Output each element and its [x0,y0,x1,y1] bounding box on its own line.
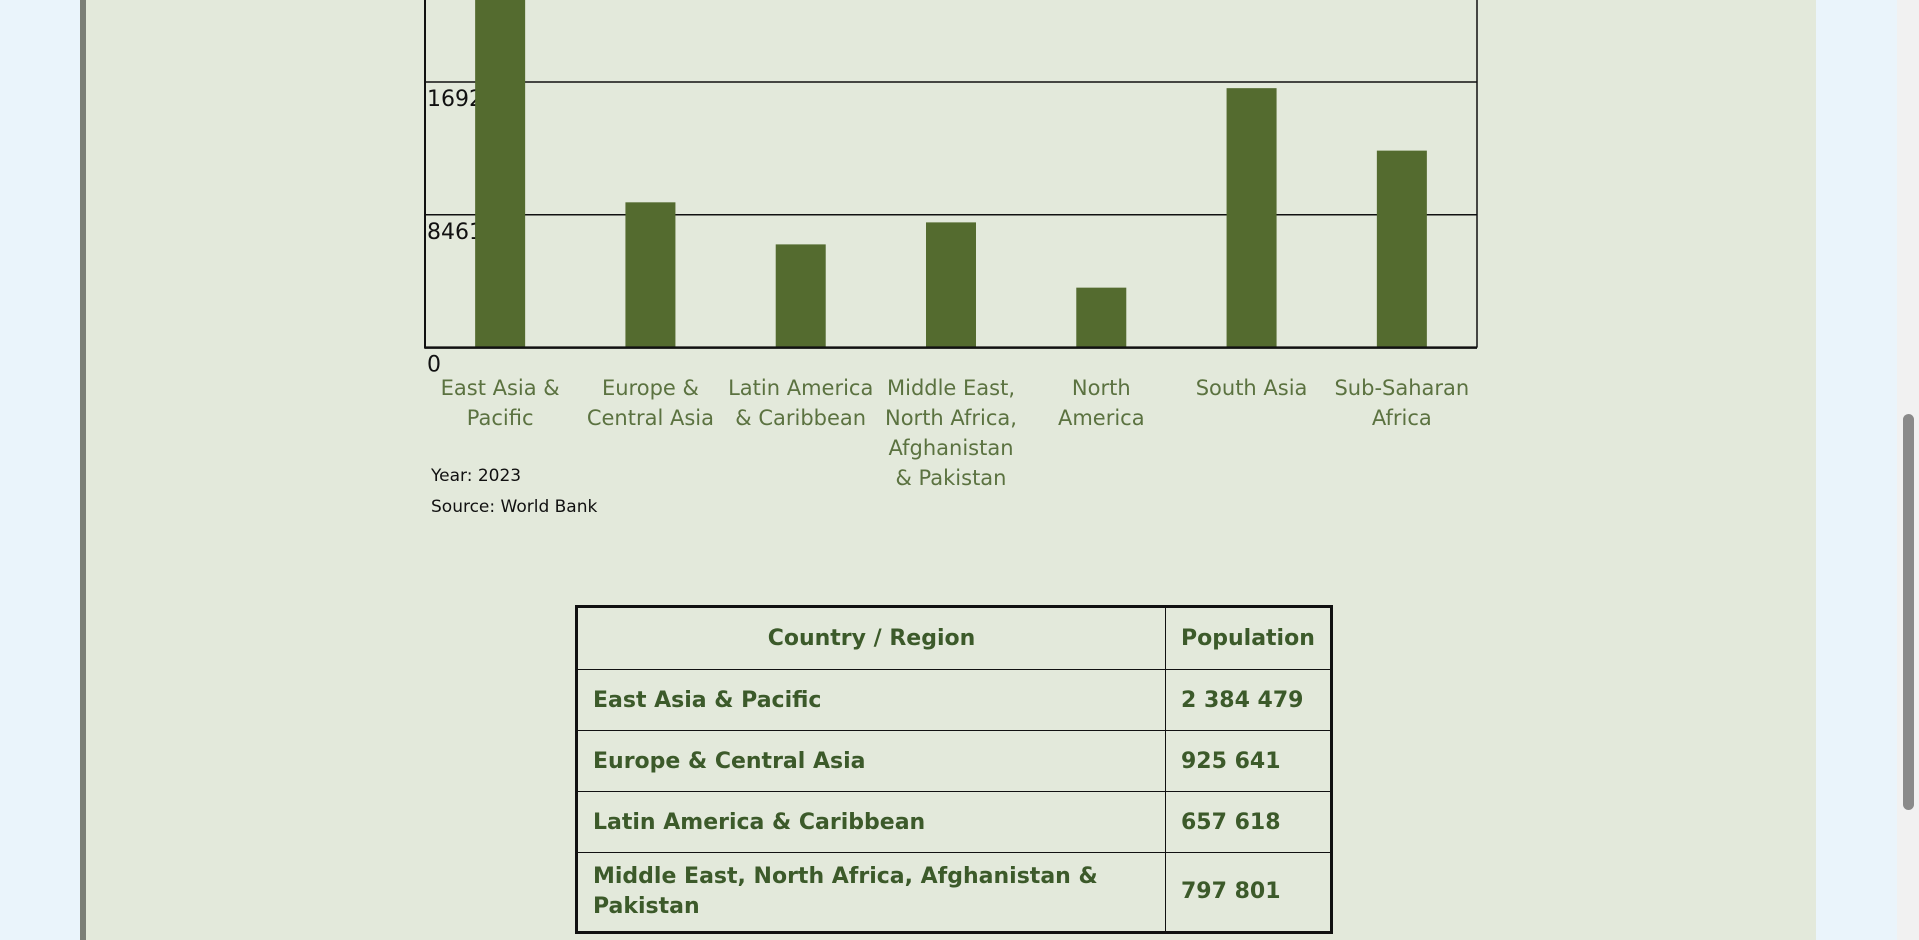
y-tick-label: 0 [427,353,441,378]
header-row: Country / Region Population [576,606,1332,670]
x-tick-label: Europe & Central Asia [586,376,714,430]
bar [1076,287,1127,348]
bar [475,0,526,348]
header-cell: Country / Region [576,606,1166,670]
bar [1226,88,1277,348]
bar [775,244,826,348]
cell: 2 384 479 [1165,669,1332,731]
scrollbar-thumb[interactable] [1903,414,1914,810]
bar [625,202,676,348]
x-tick-label: South Asia [1195,376,1308,400]
chart: 08461201692240 [424,0,1478,378]
cell: 925 641 [1165,730,1332,792]
source-note: Source: World Bank [431,497,598,517]
cell: 657 618 [1165,791,1332,853]
year-note: Year: 2023 [431,466,522,486]
x-tick-label: Sub-Saharan Africa [1334,376,1470,430]
x-tick-label: Middle East, North Africa, Afghanistan &… [885,376,1017,490]
cell: 797 801 [1165,852,1332,933]
cell: Middle East, North Africa, Afghanistan &… [576,852,1166,933]
table-row: Latin America & Caribbean 657 618 [576,791,1332,853]
table-row: Middle East, North Africa, Afghanistan &… [576,852,1332,933]
x-tick-label: East Asia & Pacific [440,376,560,430]
x-tick-label: Latin America & Caribbean [728,376,874,430]
cell: East Asia & Pacific [576,669,1166,731]
table-row: East Asia & Pacific 2 384 479 [576,669,1332,731]
table-row: Europe & Central Asia 925 641 [576,730,1332,792]
bar [1376,150,1427,348]
cell: Europe & Central Asia [576,730,1166,792]
x-tick-label: North America [1057,376,1145,430]
bar [926,222,976,348]
population-table: Country / Region Population East Asia & … [575,605,1333,934]
cell: Latin America & Caribbean [576,791,1166,853]
header-cell: Population [1165,606,1332,670]
